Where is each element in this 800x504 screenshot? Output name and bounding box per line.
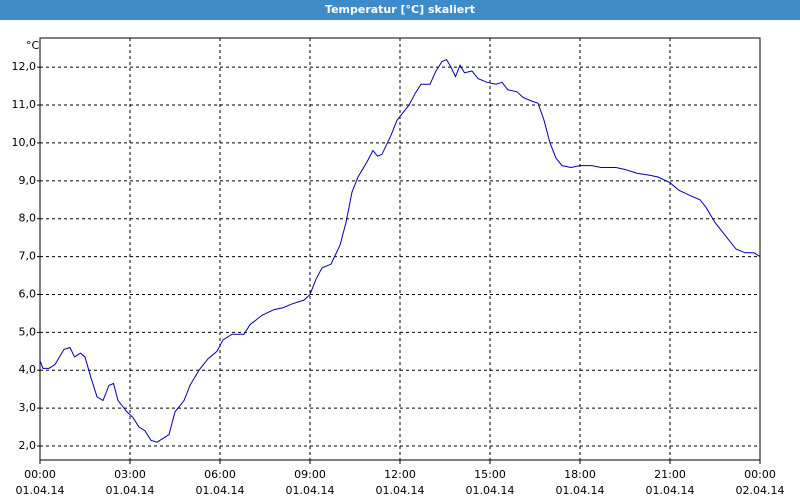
y-tick-label: 5,0 xyxy=(19,325,37,338)
x-tick-label: 00:00 xyxy=(744,468,776,481)
x-tick-date: 02.04.14 xyxy=(736,484,785,497)
y-tick-label: 3,0 xyxy=(19,401,37,414)
y-tick-label: 8,0 xyxy=(19,212,37,225)
x-tick-label: 12:00 xyxy=(384,468,416,481)
y-tick-label: 2,0 xyxy=(19,439,37,452)
x-tick-date: 01.04.14 xyxy=(16,484,65,497)
y-tick-label: 6,0 xyxy=(19,287,37,300)
y-tick-label: 10,0 xyxy=(12,136,37,149)
y-tick-label: 4,0 xyxy=(19,363,37,376)
x-tick-date: 01.04.14 xyxy=(466,484,515,497)
x-tick-date: 01.04.14 xyxy=(556,484,605,497)
x-tick-label: 18:00 xyxy=(564,468,596,481)
x-tick-label: 06:00 xyxy=(204,468,236,481)
chart-title: Temperatur [°C] skaliert xyxy=(325,3,475,16)
x-tick-label: 00:00 xyxy=(24,468,56,481)
x-tick-date: 01.04.14 xyxy=(196,484,245,497)
y-axis-unit: °C xyxy=(26,39,40,52)
x-tick-label: 15:00 xyxy=(474,468,506,481)
x-tick-label: 03:00 xyxy=(114,468,146,481)
data-line xyxy=(39,58,761,443)
title-bar xyxy=(0,0,800,20)
x-tick-label: 21:00 xyxy=(654,468,686,481)
x-tick-date: 01.04.14 xyxy=(106,484,155,497)
x-tick-label: 09:00 xyxy=(294,468,326,481)
x-tick-date: 01.04.14 xyxy=(376,484,425,497)
x-tick-date: 01.04.14 xyxy=(646,484,695,497)
x-tick-date: 01.04.14 xyxy=(286,484,335,497)
y-tick-label: 12,0 xyxy=(12,60,37,73)
y-tick-label: 7,0 xyxy=(19,250,37,263)
y-tick-label: 9,0 xyxy=(19,174,37,187)
y-tick-label: 11,0 xyxy=(12,98,37,111)
